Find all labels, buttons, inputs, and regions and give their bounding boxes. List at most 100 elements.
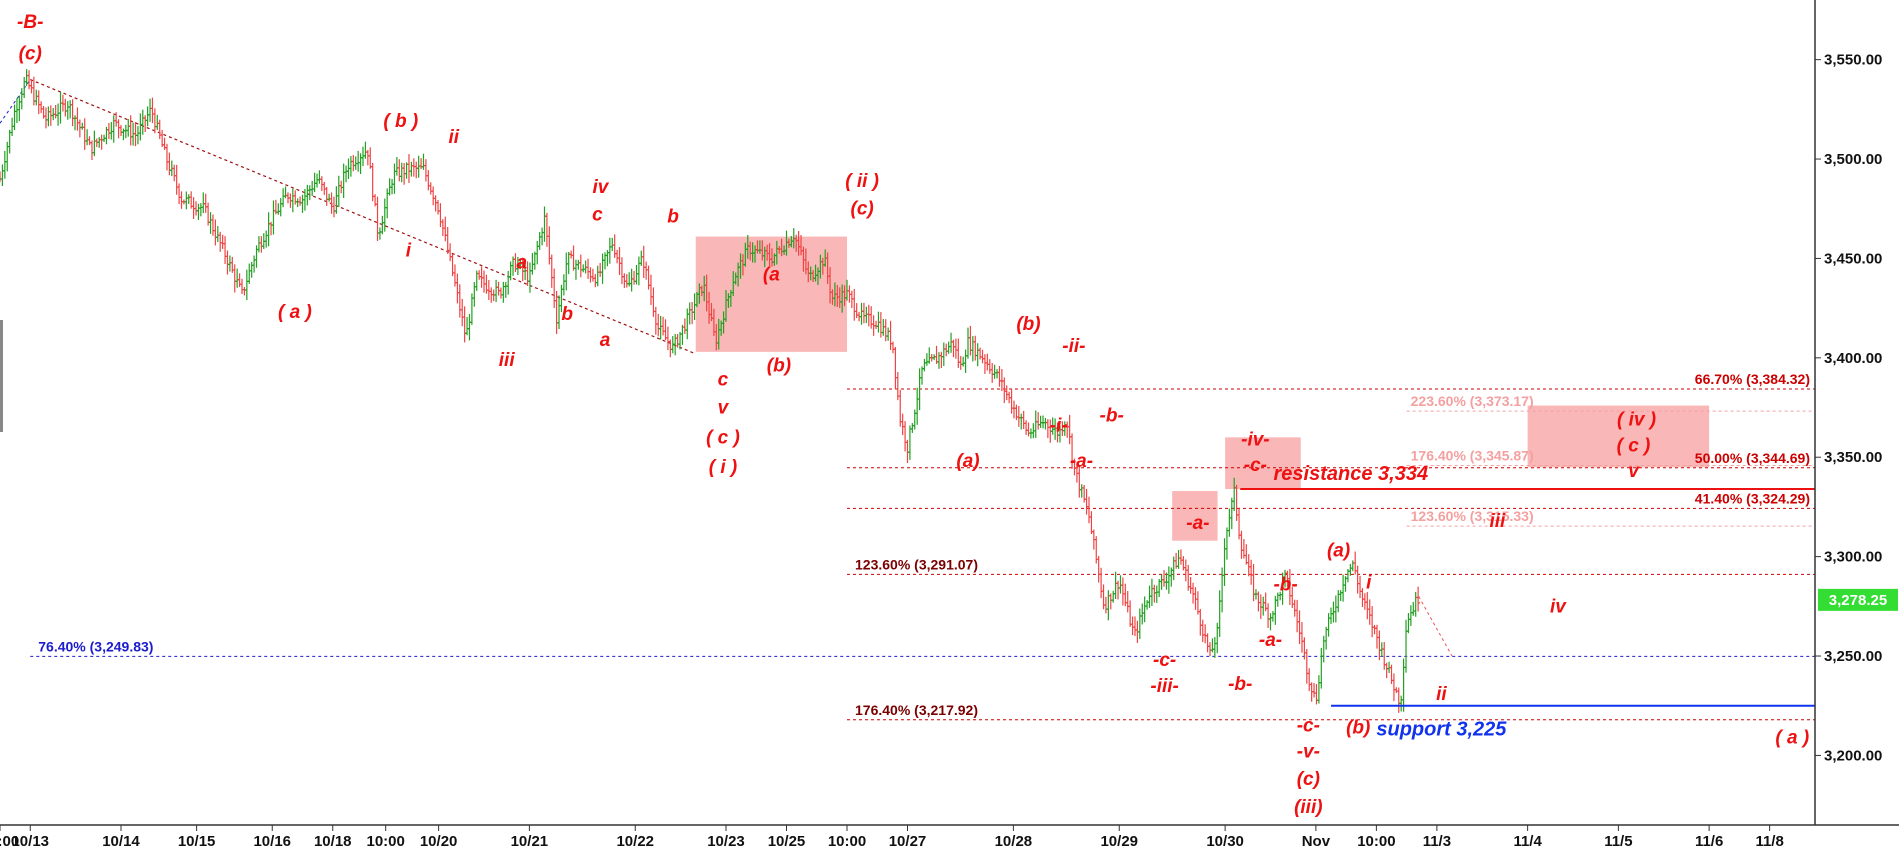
time-tick-label: 10/27 (889, 833, 927, 850)
wave-label: (b) (767, 356, 791, 377)
fib-label-9: 123.60% (3,315.33) (1411, 508, 1534, 524)
wave-label: ( c ) (1617, 435, 1651, 456)
wave-label: -b- (1273, 574, 1297, 595)
wave-label: c (592, 205, 603, 226)
fibonacci-lines: 123.60% (3,291.07) 176.40% (3,217.92) 76.4… (30, 371, 1815, 721)
wave-label: v (718, 397, 730, 418)
time-tick-label: 10:00 (0, 833, 19, 850)
wave-label: (c) (1297, 769, 1320, 790)
fib-label-8: 176.40% (3,345.87) (1411, 447, 1534, 463)
wave-label: v (1628, 461, 1640, 482)
time-tick-label: 10/18 (314, 833, 352, 850)
wave-label: b (561, 304, 573, 325)
time-tick-label: 10/21 (511, 833, 549, 850)
wave-label: -B- (17, 12, 43, 33)
fib-label-5: 50.00% (3,344.69) (1695, 450, 1810, 466)
trendline-group (0, 78, 696, 355)
wave-label: ( i ) (709, 457, 738, 478)
highlight-box-3 (1225, 437, 1301, 490)
wave-label: (a (763, 264, 780, 285)
wave-label: -ii- (1062, 336, 1085, 357)
time-tick-label: 10/13 (11, 833, 49, 850)
price-tick-label: 3,500.00 (1824, 151, 1882, 168)
price-tick-label: 3,300.00 (1824, 549, 1882, 566)
wave-label: a (517, 252, 528, 273)
wave-label: (iii) (1294, 797, 1323, 818)
wave-label: ( a ) (1775, 727, 1809, 748)
wave-label: -iii- (1150, 676, 1179, 697)
wave-label: (b) (1016, 314, 1040, 335)
wave-label: ( iv ) (1617, 409, 1656, 430)
time-axis: 10:0010/1310/1410/1510/1610/1810:0010/20… (0, 825, 1784, 850)
wave-label: i (1366, 572, 1372, 593)
wave-label: -i- (1050, 415, 1068, 436)
time-tick-label: Nov (1302, 833, 1331, 850)
wave-label: ( c ) (706, 427, 740, 448)
support-resistance-levels: resistance 3,334 support 3,225 (1240, 463, 1815, 741)
support-label: support 3,225 (1376, 719, 1507, 741)
left-trendline-stub (0, 79, 31, 124)
price-tick-label: 3,550.00 (1824, 52, 1882, 69)
wave-label: ( ii ) (845, 171, 879, 192)
time-tick-label: 11/3 (1423, 833, 1451, 850)
wave-label: -b- (1100, 405, 1124, 426)
wave-label: b (667, 207, 679, 228)
time-tick-label: 10/25 (768, 833, 806, 850)
price-tick-label: 3,250.00 (1824, 648, 1882, 665)
price-tick-label: 3,400.00 (1824, 350, 1882, 367)
last-price-tag: 3,278.25 (1818, 588, 1898, 611)
wave-label: iii (1489, 511, 1506, 532)
time-tick-label: 10:00 (828, 833, 866, 850)
time-tick-label: 10:00 (1357, 833, 1395, 850)
wave-label: -a- (1070, 451, 1093, 472)
price-bars (0, 69, 1453, 713)
plot-background (0, 0, 1815, 825)
wave-label: -iv- (1241, 429, 1270, 450)
price-axis: 3,550.00 3,500.00 3,450.00 3,400.00 3,350.00… (1815, 52, 1882, 764)
left-scrollbar[interactable] (0, 320, 3, 432)
fib-label-2: 176.40% (3,217.92) (855, 702, 978, 718)
time-tick-label: 10/15 (178, 833, 216, 850)
highlight-box-2 (1172, 491, 1218, 541)
wave-label: i (406, 240, 412, 261)
fib-label-4: 66.70% (3,384.32) (1695, 371, 1810, 387)
last-price-badge (1818, 588, 1898, 611)
time-tick-label: 10/14 (102, 833, 140, 850)
last-price-text: 3,278.25 (1829, 592, 1887, 609)
wave-label: iii (499, 350, 516, 371)
wave-label: c (718, 370, 729, 391)
wave-label: (a) (956, 451, 979, 472)
wave-label: (a) (1327, 541, 1350, 562)
fib-label-1: 123.60% (3,291.07) (855, 556, 978, 572)
wave-label: a (600, 330, 611, 351)
resistance-label: resistance 3,334 (1274, 463, 1429, 485)
time-tick-label: 10/23 (707, 833, 745, 850)
time-tick-label: 10/29 (1100, 833, 1138, 850)
price-tick-label: 3,450.00 (1824, 250, 1882, 267)
fib-label-7: 223.60% (3,373.17) (1411, 393, 1534, 409)
wave-label: iv (593, 177, 610, 198)
time-tick-label: 11/8 (1755, 833, 1783, 850)
highlight-boxes (695, 236, 1710, 541)
wave-label: ( a ) (278, 302, 312, 323)
wave-label: (c) (851, 199, 874, 220)
wave-label: ( b ) (383, 111, 418, 132)
wave-label: -v- (1297, 741, 1320, 762)
wave-label: -c- (1297, 716, 1320, 737)
time-tick-label: 11/5 (1604, 833, 1632, 850)
price-bar (1416, 586, 1421, 612)
time-tick-label: 11/4 (1513, 833, 1542, 850)
time-tick-label: 10/22 (616, 833, 654, 850)
price-tick-label: 3,350.00 (1824, 449, 1882, 466)
time-tick-label: 10/16 (253, 833, 291, 850)
time-tick-label: 10:00 (367, 833, 405, 850)
wave-label: (b) (1346, 718, 1370, 739)
highlight-box-4 (1527, 405, 1710, 468)
wave-label: ii (1436, 684, 1447, 705)
wave-label: ii (448, 127, 459, 148)
wave-label: -b- (1228, 674, 1252, 695)
time-tick-label: 10/20 (420, 833, 458, 850)
wave-label: -a- (1259, 630, 1282, 651)
